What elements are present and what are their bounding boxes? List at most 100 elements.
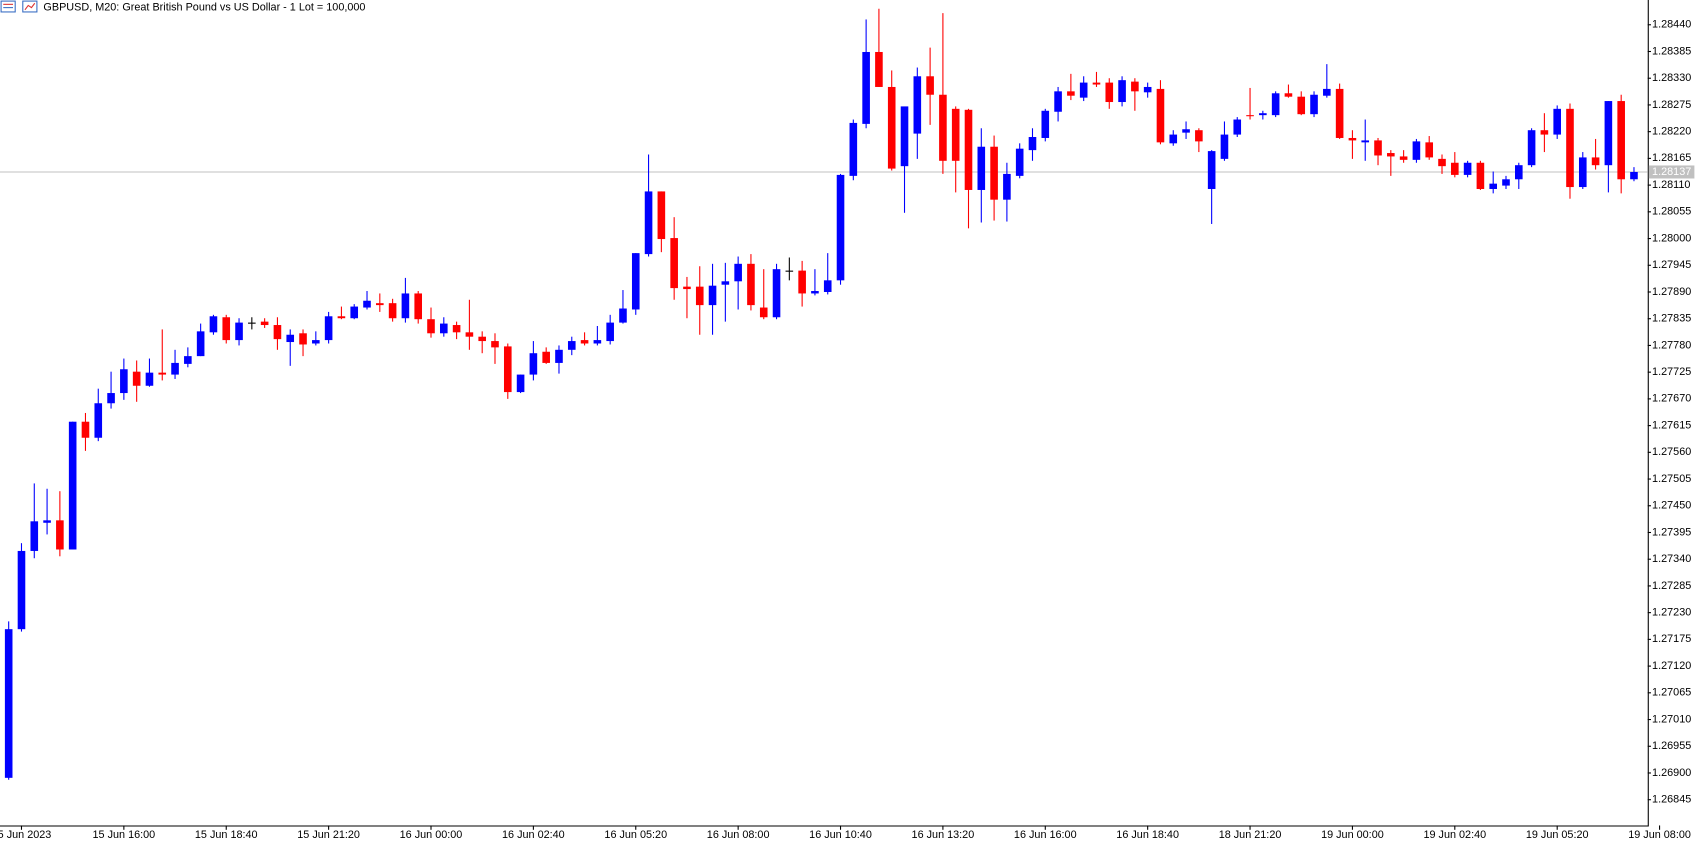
candle-body	[823, 280, 832, 292]
candle-body	[1387, 153, 1395, 157]
candle-body	[248, 322, 256, 324]
candle-body	[836, 174, 845, 281]
candle-body	[1041, 110, 1050, 138]
y-tick-label: 1.26845	[1652, 794, 1691, 806]
y-tick-label: 1.27835	[1652, 313, 1691, 325]
candle-body	[1527, 130, 1536, 166]
candle-body	[260, 321, 269, 326]
y-tick-label: 1.27670	[1652, 393, 1691, 405]
icon-chart-line	[24, 2, 36, 11]
candle-body	[1015, 148, 1024, 176]
candle-body	[299, 333, 307, 345]
candle-body	[1502, 179, 1510, 186]
candle-body	[759, 307, 768, 318]
y-tick-label: 1.27890	[1652, 286, 1691, 298]
candle-body	[1079, 82, 1088, 98]
x-tick-label: 16 Jun 00:00	[400, 829, 463, 841]
y-tick-label: 1.28440	[1652, 19, 1691, 31]
x-tick-label: 16 Jun 16:00	[1014, 829, 1077, 841]
candle-body	[1438, 158, 1446, 167]
candle-body	[1463, 162, 1472, 175]
candle-body	[1105, 82, 1114, 103]
candle-body	[1361, 140, 1370, 143]
candle-body	[1323, 88, 1331, 96]
y-tick-label: 1.28165	[1652, 152, 1691, 164]
candle-body	[1335, 88, 1344, 138]
y-tick-label: 1.27780	[1652, 339, 1691, 351]
candle-body	[1540, 130, 1549, 135]
y-tick-label: 1.27615	[1652, 419, 1691, 431]
candle-body	[1514, 165, 1523, 180]
y-tick-label: 1.28385	[1652, 45, 1691, 57]
candle-body	[107, 393, 115, 404]
y-tick-label: 1.26955	[1652, 740, 1691, 752]
y-tick-label: 1.27175	[1652, 633, 1691, 645]
candle-body	[1246, 115, 1254, 117]
candle-body	[1617, 101, 1625, 180]
candle-body	[1297, 96, 1306, 115]
candle-body	[1003, 173, 1011, 200]
candle-body	[1156, 88, 1165, 143]
candle-body	[337, 316, 346, 319]
current-price-label: 1.28137	[1652, 166, 1691, 178]
candle-body	[1348, 137, 1357, 141]
candle-body	[798, 270, 806, 294]
candle-body	[401, 293, 410, 319]
candle-body	[772, 269, 781, 318]
candle-body	[1310, 94, 1318, 115]
candle-body	[1092, 82, 1101, 85]
x-tick-label: 15 Jun 21:20	[297, 829, 360, 841]
candle-body	[1476, 162, 1485, 189]
x-tick-label: 19 Jun 08:00	[1628, 829, 1691, 841]
candle-body	[81, 421, 90, 438]
candle-body	[1067, 91, 1075, 96]
candle-body	[875, 51, 883, 87]
candle-body	[951, 108, 960, 161]
candle-body	[209, 316, 218, 333]
candle-body	[619, 308, 627, 323]
y-tick-label: 1.26900	[1652, 767, 1691, 779]
y-tick-label: 1.28220	[1652, 126, 1691, 138]
candle-body	[990, 146, 998, 200]
candle-body	[427, 319, 435, 334]
candle-body	[30, 521, 39, 551]
candle-body	[644, 191, 653, 255]
y-tick-label: 1.27560	[1652, 446, 1691, 458]
y-tick-label: 1.27010	[1652, 713, 1691, 725]
candle-body	[721, 281, 730, 285]
candle-body	[120, 369, 128, 394]
candle-body	[414, 293, 423, 320]
candle-body	[1220, 134, 1229, 159]
x-tick-label: 16 Jun 05:20	[604, 829, 667, 841]
candle-body	[94, 403, 103, 438]
candle-body	[324, 316, 333, 341]
candle-body	[452, 325, 461, 333]
chart-title: GBPUSD, M20: Great British Pound vs US D…	[43, 1, 365, 13]
candle-body	[1553, 108, 1561, 135]
candle-body	[1131, 81, 1139, 92]
candle-body	[555, 349, 563, 363]
candle-body	[1374, 140, 1382, 156]
candle-body	[1271, 93, 1280, 116]
candle-body	[17, 550, 26, 630]
y-tick-label: 1.27120	[1652, 660, 1691, 672]
candle-body	[785, 270, 794, 272]
candle-body	[657, 191, 666, 240]
candle-body	[734, 263, 742, 282]
candle-body	[1118, 80, 1126, 103]
candle-body	[670, 238, 678, 289]
candle-body	[1412, 141, 1421, 160]
x-tick-label: 15 Jun 2023	[0, 829, 51, 841]
y-tick-label: 1.28330	[1652, 72, 1691, 84]
symbol-icons	[0, 0, 38, 13]
x-tick-label: 18 Jun 21:20	[1219, 829, 1282, 841]
y-tick-label: 1.27285	[1652, 580, 1691, 592]
candle-body	[1195, 130, 1203, 142]
candle-body	[1604, 101, 1613, 166]
candle-body	[1425, 142, 1434, 158]
candle-body	[465, 332, 474, 337]
candle-body	[939, 94, 947, 161]
candle-body	[1591, 157, 1600, 166]
